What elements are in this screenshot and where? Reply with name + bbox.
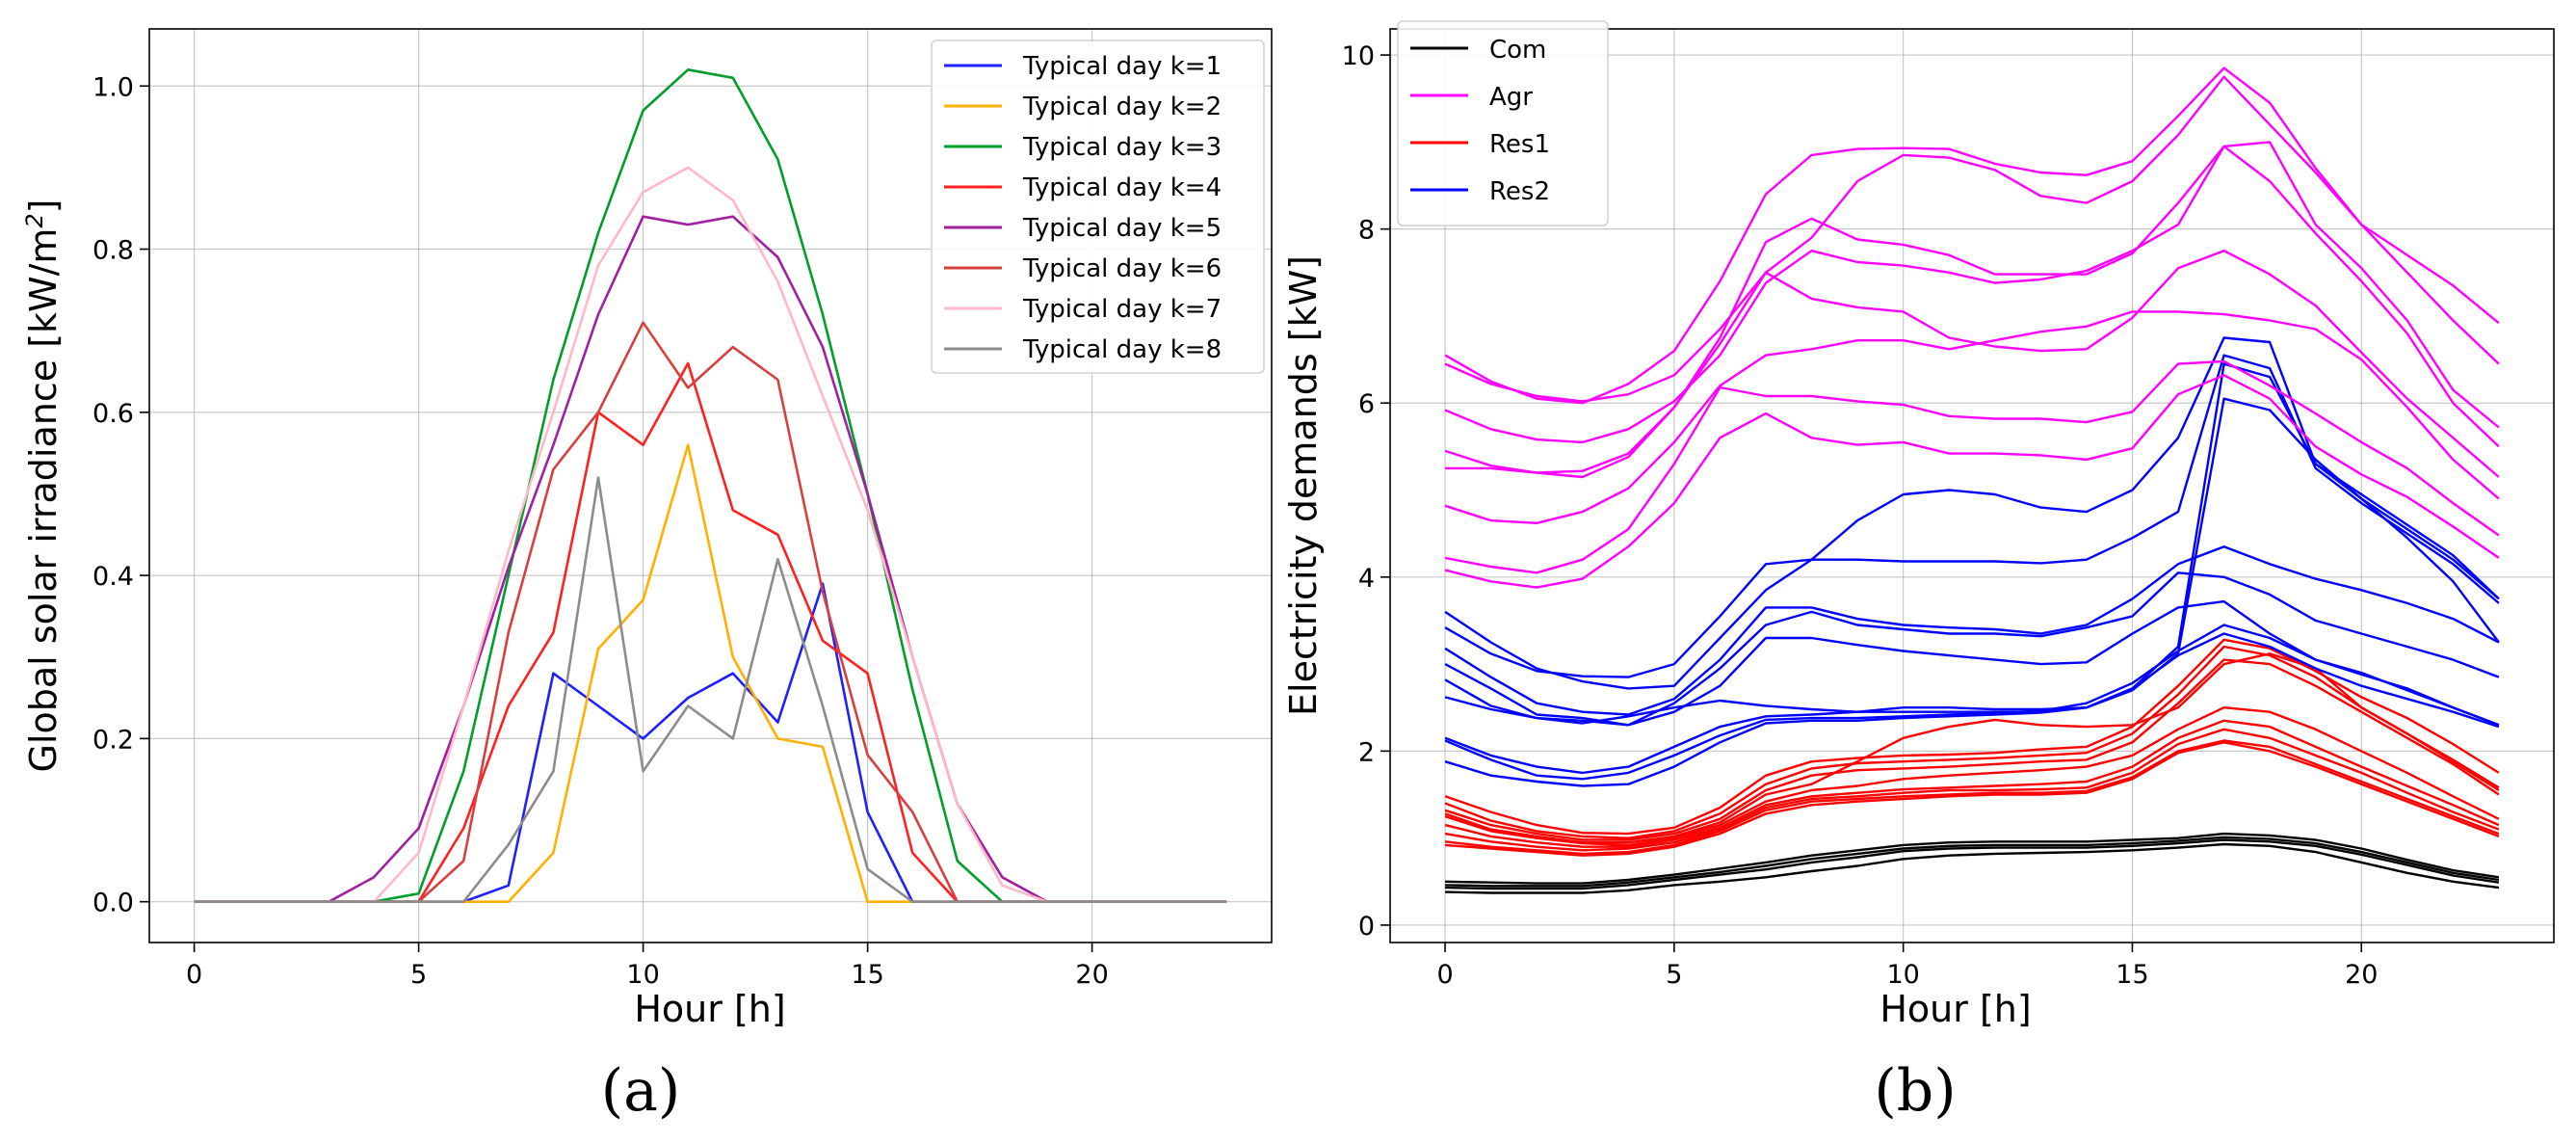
series-line-res1-3: [1444, 658, 2500, 841]
series-line-res1-5: [1444, 706, 2500, 847]
panel-a-ylabel-main: Global solar irradiance [kW/m: [22, 228, 65, 773]
y-tick-label: 2: [1358, 737, 1375, 767]
x-tick-label: 20: [2345, 960, 2378, 990]
series-line-res2-5: [1444, 599, 2500, 727]
panel-b-legend: Com Agr Res1 Res2: [1397, 20, 1609, 226]
y-tick-label: 10: [1342, 41, 1375, 71]
series-line-res1-9: [1445, 741, 2500, 857]
legend-label-k1: Typical day k=1: [1022, 52, 1222, 81]
x-tick-label: 10: [1886, 960, 1919, 990]
legend-label-k7: Typical day k=7: [1022, 295, 1222, 324]
legend-label-res1: Res1: [1489, 130, 1550, 159]
y-tick-label: 0.6: [92, 399, 134, 429]
legend-label-res2: Res2: [1489, 177, 1550, 206]
series-line-res2-2: [1444, 354, 2500, 678]
y-tick-label: 0.8: [92, 236, 134, 266]
series-line-com-1: [1445, 832, 2500, 885]
legend-label-k4: Typical day k=4: [1022, 173, 1222, 202]
panel-b-legend-box: [1397, 20, 1609, 226]
panel-b-caption: (b): [1874, 1057, 1956, 1125]
legend-label-k2: Typical day k=2: [1022, 93, 1222, 121]
series-line-res1-2: [1444, 645, 2500, 839]
legend-label-k3: Typical day k=3: [1022, 133, 1222, 162]
series-line-res2-4: [1444, 571, 2500, 727]
series-line-agr-3: [1444, 141, 2500, 444]
panel-a-ylabel: Global solar irradiance [kW/m2]: [21, 199, 65, 772]
panel-b-ticks: 0 5 10 15 20 0 2 4 6 8 10: [1342, 41, 2379, 990]
series-line-agr-2: [1444, 75, 2500, 403]
series-line-agr-5: [1445, 250, 2500, 479]
series-line-com-4: [1445, 842, 2500, 894]
y-tick-label: 8: [1358, 216, 1375, 246]
y-tick-label: 6: [1358, 389, 1375, 419]
series-line-com-3: [1445, 838, 2500, 890]
series-line-res1-6: [1444, 719, 2500, 848]
x-tick-label: 0: [186, 960, 202, 990]
x-tick-label: 15: [2116, 960, 2148, 990]
series-line-agr-7: [1444, 359, 2500, 574]
y-tick-label: 0: [1358, 912, 1375, 942]
panel-b-series: [1444, 66, 2500, 894]
legend-label-k8: Typical day k=8: [1022, 335, 1222, 364]
y-tick-label: 0.4: [92, 562, 134, 592]
series-line-res2-3: [1444, 545, 2500, 716]
panel-a-series: [194, 68, 1227, 903]
panel-b-ylabel: Electricity demands [kW]: [1282, 255, 1325, 716]
panel-b-xlabel: Hour [h]: [1879, 988, 2031, 1030]
legend-label-com: Com: [1489, 36, 1546, 65]
series-line-res1-4: [1444, 652, 2500, 844]
series-line-com-2: [1445, 836, 2500, 888]
series-line-res2-1: [1444, 336, 2500, 690]
x-tick-label: 5: [1666, 960, 1682, 990]
legend-label-k5: Typical day k=5: [1022, 214, 1222, 243]
y-tick-label: 0.0: [92, 889, 134, 918]
x-tick-label: 20: [1075, 960, 1108, 990]
series-line-res2-8: [1444, 624, 2500, 781]
legend-label-agr: Agr: [1489, 83, 1533, 112]
panel-a-ylabel-superscript: 2: [21, 213, 48, 227]
panel-a-legend-box: [931, 40, 1265, 374]
series-line-agr-6: [1444, 310, 2500, 524]
series-line-res1-8: [1444, 739, 2500, 856]
panel-a-ticks: 0 5 10 15 20 0.0 0.2 0.4 0.6 0.8 1.0: [92, 72, 1109, 990]
series-line-res2-6: [1444, 362, 2500, 725]
panel-a-ylabel-suffix: ]: [22, 199, 65, 213]
series-line-k2: [194, 443, 1227, 903]
series-line-k6: [194, 321, 1227, 903]
panel-a-legend: Typical day k=1 Typical day k=2 Typical da…: [931, 40, 1265, 374]
series-line-k1: [194, 582, 1227, 903]
panel-a: 0 5 10 15 20 0.0 0.2 0.4 0.6 0.8 1.0 Hour [h] Glob…: [21, 28, 1273, 1125]
panel-a-caption: (a): [601, 1057, 681, 1125]
x-tick-label: 0: [1436, 960, 1453, 990]
legend-label-k6: Typical day k=6: [1022, 254, 1222, 283]
x-tick-label: 5: [410, 960, 427, 990]
panel-b-frame: [1389, 28, 2555, 943]
y-tick-label: 1.0: [92, 72, 134, 102]
series-line-agr-8: [1444, 374, 2500, 589]
x-tick-label: 15: [851, 960, 883, 990]
panel-a-frame: [148, 28, 1273, 943]
series-line-res2-9: [1444, 632, 2500, 787]
panel-b: 0 5 10 15 20 0 2 4 6 8 10 Hour [h] Electricity dem…: [1282, 20, 2555, 1125]
panel-a-xlabel: Hour [h]: [634, 988, 785, 1030]
series-line-k4: [194, 361, 1227, 903]
series-line-res2-7: [1444, 397, 2500, 775]
y-tick-label: 4: [1358, 564, 1375, 594]
y-tick-label: 0.2: [92, 725, 134, 755]
series-line-k8: [194, 476, 1227, 903]
series-line-agr-4: [1444, 145, 2500, 474]
series-line-agr-1: [1444, 66, 2500, 405]
series-line-res1-7: [1444, 728, 2500, 852]
x-tick-label: 10: [626, 960, 659, 990]
